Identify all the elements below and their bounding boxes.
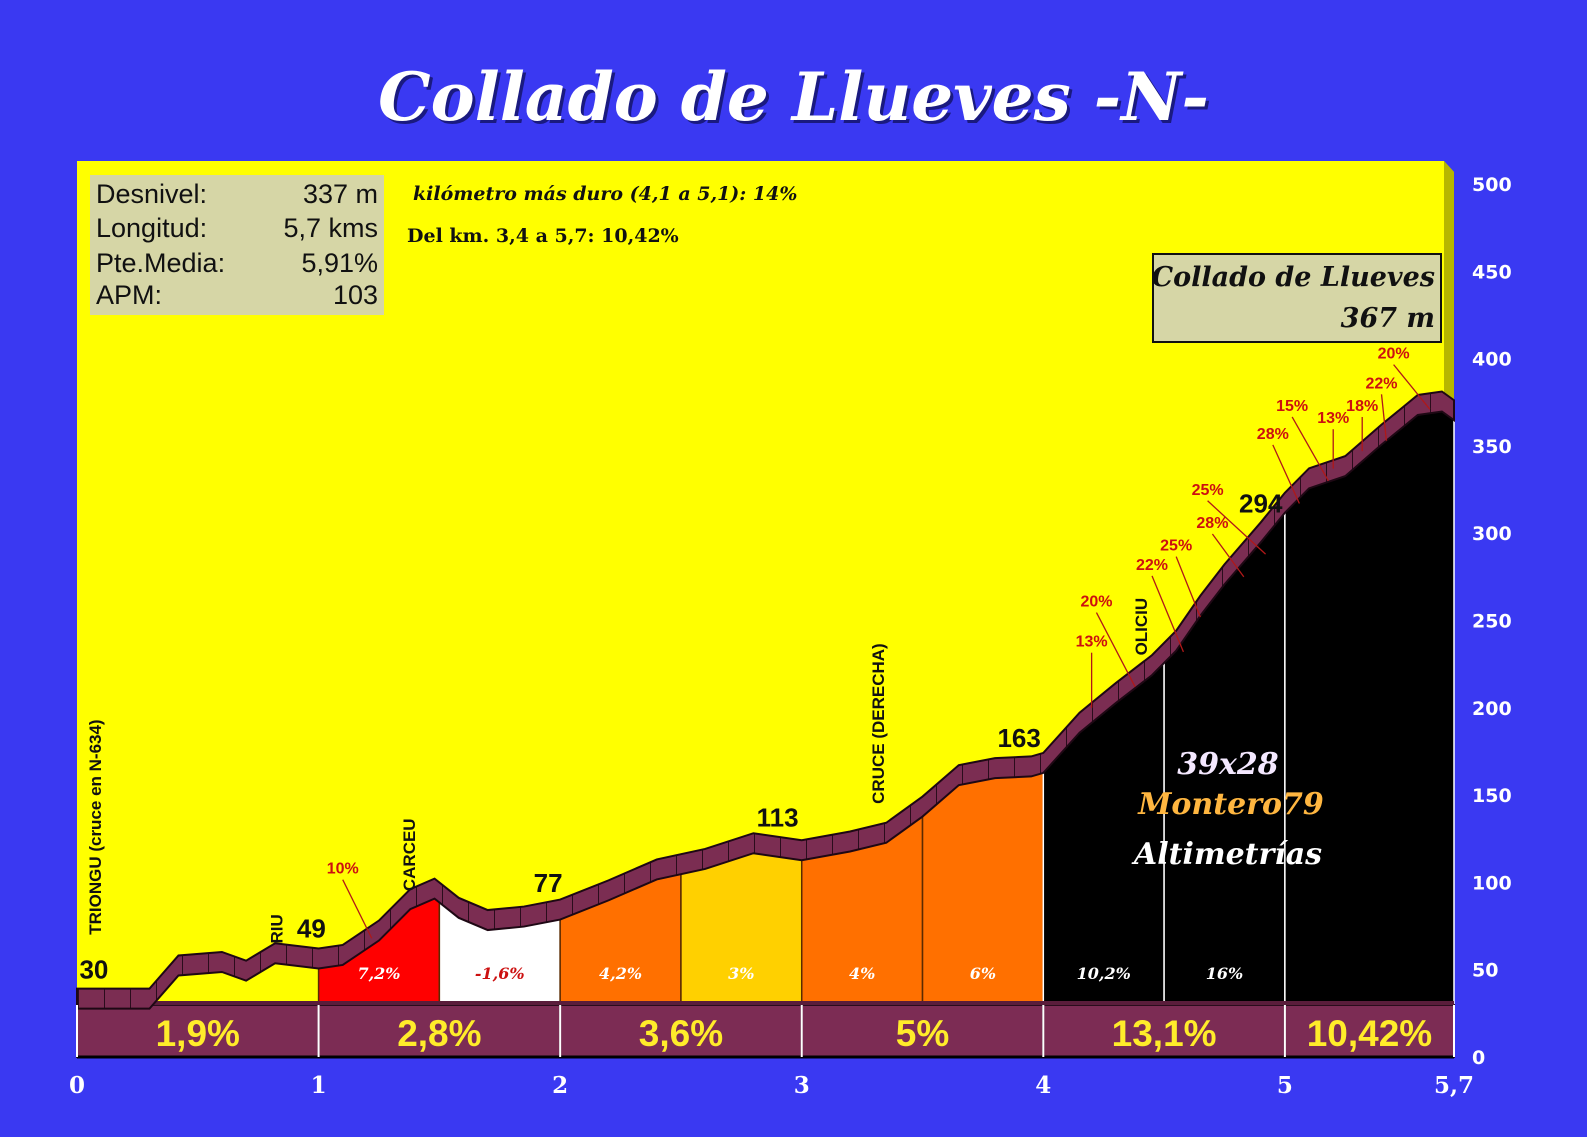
altitude-label-3: 113 xyxy=(757,803,799,833)
stat-value-longitud: 5,7 kms xyxy=(283,213,378,243)
y-tick-label-1: 50 xyxy=(1472,960,1498,982)
ramp-leader-5 xyxy=(1211,533,1245,578)
ramp-leader-0 xyxy=(342,879,373,939)
summit-altitude: 367 m xyxy=(1341,303,1435,334)
ramp-percent-11: 22% xyxy=(1366,375,1398,392)
summit-box xyxy=(1152,253,1442,343)
km-gradient-label-1: 2,8% xyxy=(397,1013,481,1054)
km-band-4 xyxy=(1042,1004,1286,1058)
y-tick-label-3: 150 xyxy=(1472,785,1512,807)
stat-value-apm: 103 xyxy=(333,280,378,310)
ramp-percent-9: 13% xyxy=(1317,410,1349,427)
base-top-edge xyxy=(77,1001,1454,1005)
chart-title: Collado de Llueves -N- xyxy=(378,58,1209,136)
ramp-leader-11 xyxy=(1380,394,1388,441)
x-tick-label-2: 2 xyxy=(552,1072,568,1099)
ramp-percent-10: 18% xyxy=(1346,398,1378,415)
place-label-0: TRIONGU (cruce en N-634) xyxy=(86,719,105,934)
km-gradient-label-0: 1,9% xyxy=(156,1013,240,1054)
profile-road xyxy=(76,390,1455,1010)
x-tick-label-1: 1 xyxy=(311,1072,327,1099)
km-band-2 xyxy=(559,1004,803,1058)
x-tick-label-3: 3 xyxy=(794,1072,810,1099)
segment-gradient-label-5: 6% xyxy=(970,964,996,983)
y-tick-label-0: 0 xyxy=(1472,1047,1485,1069)
y-tick-label-2: 100 xyxy=(1472,872,1512,894)
ramp-percent-6: 25% xyxy=(1192,482,1224,499)
altitude-label-1: 49 xyxy=(297,914,326,944)
x-tick-label-6: 5,7 xyxy=(1434,1072,1474,1099)
ramp-leader-6 xyxy=(1207,500,1267,555)
stat-label-longitud: Longitud: xyxy=(96,213,207,243)
note-final-section: Del km. 3,4 a 5,7: 10,42% xyxy=(407,225,679,247)
ramp-leader-8 xyxy=(1291,416,1329,482)
ramp-percent-3: 22% xyxy=(1136,557,1168,574)
y-tick-label-4: 200 xyxy=(1472,698,1512,720)
ramp-leader-4 xyxy=(1175,556,1201,618)
stat-label-pendiente: Pte.Media: xyxy=(96,248,225,278)
place-label-1: RIU xyxy=(267,914,286,943)
ramp-percent-1: 13% xyxy=(1076,634,1108,651)
credit-author: Montero79 xyxy=(1137,787,1324,822)
y-tick-label-10: 500 xyxy=(1472,174,1512,196)
segment-gradient-label-6: 10,2% xyxy=(1077,964,1131,983)
km-gradient-label-3: 5% xyxy=(896,1013,949,1054)
ramp-leader-7 xyxy=(1272,444,1300,504)
ramp-leader-2 xyxy=(1095,612,1136,688)
stat-label-desnivel: Desnivel: xyxy=(96,179,207,209)
place-label-2: CARCEU xyxy=(400,818,419,891)
credit-gearing: 39x28 xyxy=(1177,747,1279,782)
altitude-label-0: 30 xyxy=(79,955,108,985)
altitude-label-5: 294 xyxy=(1239,488,1283,518)
stat-label-apm: APM: xyxy=(96,280,162,310)
stat-value-pendiente: 5,91% xyxy=(301,248,378,278)
x-tick-label-4: 4 xyxy=(1035,1072,1051,1099)
ramp-percent-2: 20% xyxy=(1080,594,1112,611)
y-tick-label-5: 250 xyxy=(1472,611,1512,633)
x-tick-label-5: 5 xyxy=(1277,1072,1293,1099)
credit-site: Altimetrías xyxy=(1131,837,1322,872)
ramp-percent-0: 10% xyxy=(327,861,359,878)
summit-name: Collado de Llueves xyxy=(1152,262,1435,293)
stats-box xyxy=(90,175,384,315)
segment-gradient-label-7: 16% xyxy=(1206,964,1243,983)
y-tick-label-9: 450 xyxy=(1472,261,1512,283)
place-label-4: OLICIU xyxy=(1132,598,1151,656)
altitude-label-2: 77 xyxy=(534,868,563,898)
y-tick-label-6: 300 xyxy=(1472,523,1512,545)
segment-gradient-label-3: 3% xyxy=(728,964,754,983)
ramp-percent-5: 28% xyxy=(1196,515,1228,532)
km-gradient-label-5: 10,42% xyxy=(1307,1013,1433,1054)
km-gradient-label-4: 13,1% xyxy=(1112,1013,1217,1054)
segment-gradient-label-4: 4% xyxy=(849,964,875,983)
ramp-leader-12 xyxy=(1393,364,1431,410)
ramp-percent-7: 28% xyxy=(1257,426,1289,443)
ramp-percent-8: 15% xyxy=(1276,398,1308,415)
segment-gradient-label-1: -1,6% xyxy=(475,964,525,983)
km-gradient-label-2: 3,6% xyxy=(639,1013,723,1054)
y-tick-label-7: 350 xyxy=(1472,436,1512,458)
place-label-3: CRUCE (DERECHA) xyxy=(869,643,888,804)
x-tick-label-0: 0 xyxy=(69,1072,85,1099)
gradient-segment-8 xyxy=(1284,406,1455,1006)
segment-gradient-label-0: 7,2% xyxy=(357,964,400,983)
altitude-label-4: 163 xyxy=(997,723,1040,753)
stat-value-desnivel: 337 m xyxy=(303,179,378,209)
ramp-leader-3 xyxy=(1151,575,1185,653)
ramp-percent-12: 20% xyxy=(1378,346,1410,363)
y-tick-label-8: 400 xyxy=(1472,349,1512,371)
ramp-percent-4: 25% xyxy=(1160,538,1192,555)
note-hardest-km: kilómetro más duro (4,1 a 5,1): 14% xyxy=(413,183,797,205)
segment-gradient-label-2: 4,2% xyxy=(599,964,642,983)
